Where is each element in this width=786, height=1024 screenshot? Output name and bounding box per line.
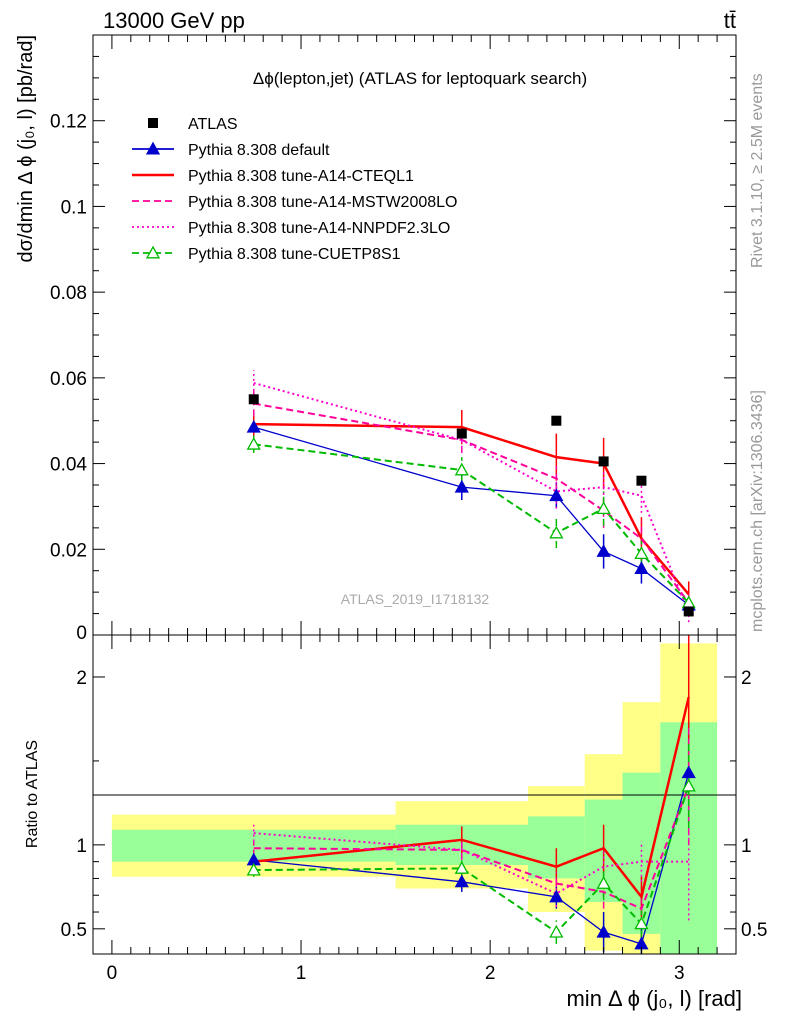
series-line-pythia-8-308-tune-cuetp8s1 [253, 443, 690, 604]
ytick-label: 0.08 [50, 283, 87, 304]
marker-atlas-data [683, 606, 694, 617]
ratio-panel-lines [253, 696, 690, 945]
marker-pythia-8-308-default [454, 874, 469, 888]
legend-marker-atlas [148, 118, 158, 128]
legend-label: Pythia 8.308 tune-A14-CTEQL1 [188, 168, 414, 185]
marker-pythia-8-308-default [634, 561, 649, 575]
ytick-label: 0.02 [50, 540, 87, 561]
series-line-pythia-8-308-default [253, 772, 690, 945]
energy-label: 13000 GeV pp [103, 8, 245, 33]
process-label: tt̄ [724, 8, 736, 33]
series-line-pythia-8-308-tune-a14-nnpdf2-3lo [253, 832, 689, 895]
ytick-label: 0.1 [61, 197, 87, 218]
x-axis-label: min Δ ϕ (j₀, l) [rad] [566, 986, 742, 1011]
series-line-pythia-8-308-default [253, 426, 690, 606]
legend-label: Pythia 8.308 tune-A14-MSTW2008LO [188, 194, 457, 211]
marker-pythia-8-308-tune-cuetp8s1 [549, 924, 564, 938]
marker-atlas-data [248, 394, 259, 405]
series-line-pythia-8-308-tune-a14-mstw2008lo [253, 402, 690, 604]
marker-pythia-8-308-tune-cuetp8s1 [246, 436, 261, 450]
mcplots-label: mcplots.cern.ch [arXiv:1306.3436] [749, 390, 766, 632]
main-panel-lines [253, 382, 690, 614]
marker-pythia-8-308-tune-cuetp8s1 [596, 876, 611, 889]
ratio-panel-ylabel: Ratio to ATLAS [24, 740, 41, 848]
marker-atlas-data [456, 428, 467, 439]
marker-pythia-8-308-tune-cuetp8s1 [634, 916, 649, 930]
analysis-watermark: ATLAS_2019_I1718132 [341, 591, 490, 607]
series-line-pythia-8-308-tune-a14-cteql1 [253, 696, 690, 900]
legend-label: Pythia 8.308 tune-CUETP8S1 [188, 246, 401, 263]
series-line-pythia-8-308-tune-a14-nnpdf2-3lo [253, 382, 690, 614]
marker-atlas-data [598, 456, 609, 467]
marker-atlas-data [551, 415, 562, 426]
main-panel-title: Δϕ(lepton,jet) (ATLAS for leptoquark sea… [253, 69, 587, 88]
ytick-label: 0.12 [50, 112, 87, 133]
ytick-label: 0.04 [50, 455, 87, 476]
main-panel-ylabel: dσ/dmin Δ ϕ (j₀, l) [pb/rad] [15, 35, 37, 263]
legend-marker-pythia-8-308-tune-cuetp8s1 [145, 245, 161, 259]
ratio-ytick-label: 0.5 [61, 920, 87, 941]
legend-marker-pythia-8-308-default [145, 141, 161, 155]
marker-pythia-8-308-default [549, 488, 564, 502]
marker-pythia-8-308-tune-cuetp8s1 [454, 462, 469, 476]
xtick-label: 2 [485, 963, 496, 984]
xtick-label: 0 [107, 963, 118, 984]
series-line-pythia-8-308-tune-cuetp8s1 [253, 785, 690, 934]
ratio-ytick-label-right: 0.5 [741, 920, 767, 941]
marker-pythia-8-308-default [681, 765, 696, 779]
legend-label: Pythia 8.308 default [188, 142, 330, 159]
legend-label: Pythia 8.308 tune-A14-NNPDF2.3LO [188, 220, 450, 237]
main-panel-errorbars [253, 370, 690, 623]
marker-pythia-8-308-default [596, 924, 611, 938]
main-panel-ticks: 0.02 0.04 0.06 0.08 0.1 0.12 0 [50, 35, 736, 644]
ytick-label: 0.06 [50, 369, 87, 390]
ytick-label-zero: 0 [76, 623, 87, 644]
marker-pythia-8-308-tune-cuetp8s1 [634, 546, 649, 560]
xtick-label: 3 [674, 963, 685, 984]
marker-pythia-8-308-tune-cuetp8s1 [454, 861, 469, 874]
series-line-pythia-8-308-tune-a14-cteql1 [253, 422, 690, 596]
series-line-pythia-8-308-tune-a14-mstw2008lo [253, 785, 690, 911]
ratio-panel-ticks: 0.5 0.5 1 1 2 2 0 1 2 3 [61, 635, 767, 984]
ratio-ytick-label-right: 2 [741, 668, 752, 689]
legend-label: ATLAS [188, 116, 238, 133]
marker-pythia-8-308-default [596, 544, 611, 557]
marker-pythia-8-308-tune-cuetp8s1 [681, 778, 696, 792]
ratio-panel-markers [246, 765, 696, 950]
xtick-label: 1 [296, 963, 307, 984]
ratio-ytick-label-right: 1 [741, 836, 752, 857]
marker-pythia-8-308-default [454, 479, 469, 493]
ratio-ytick-label: 2 [76, 668, 87, 689]
marker-pythia-8-308-tune-cuetp8s1 [549, 525, 564, 539]
marker-pythia-8-308-tune-cuetp8s1 [246, 862, 261, 876]
main-panel-markers [246, 394, 696, 617]
marker-pythia-8-308-default [246, 419, 261, 433]
rivet-label: Rivet 3.1.10, ≥ 2.5M events [749, 73, 766, 268]
ratio-ytick-label: 1 [76, 836, 87, 857]
marker-atlas-data [636, 475, 647, 486]
marker-pythia-8-308-tune-cuetp8s1 [596, 501, 611, 515]
marker-pythia-8-308-default [549, 889, 564, 903]
legend: ATLAS Pythia 8.308 default Pythia 8.308 tu… [132, 116, 457, 263]
